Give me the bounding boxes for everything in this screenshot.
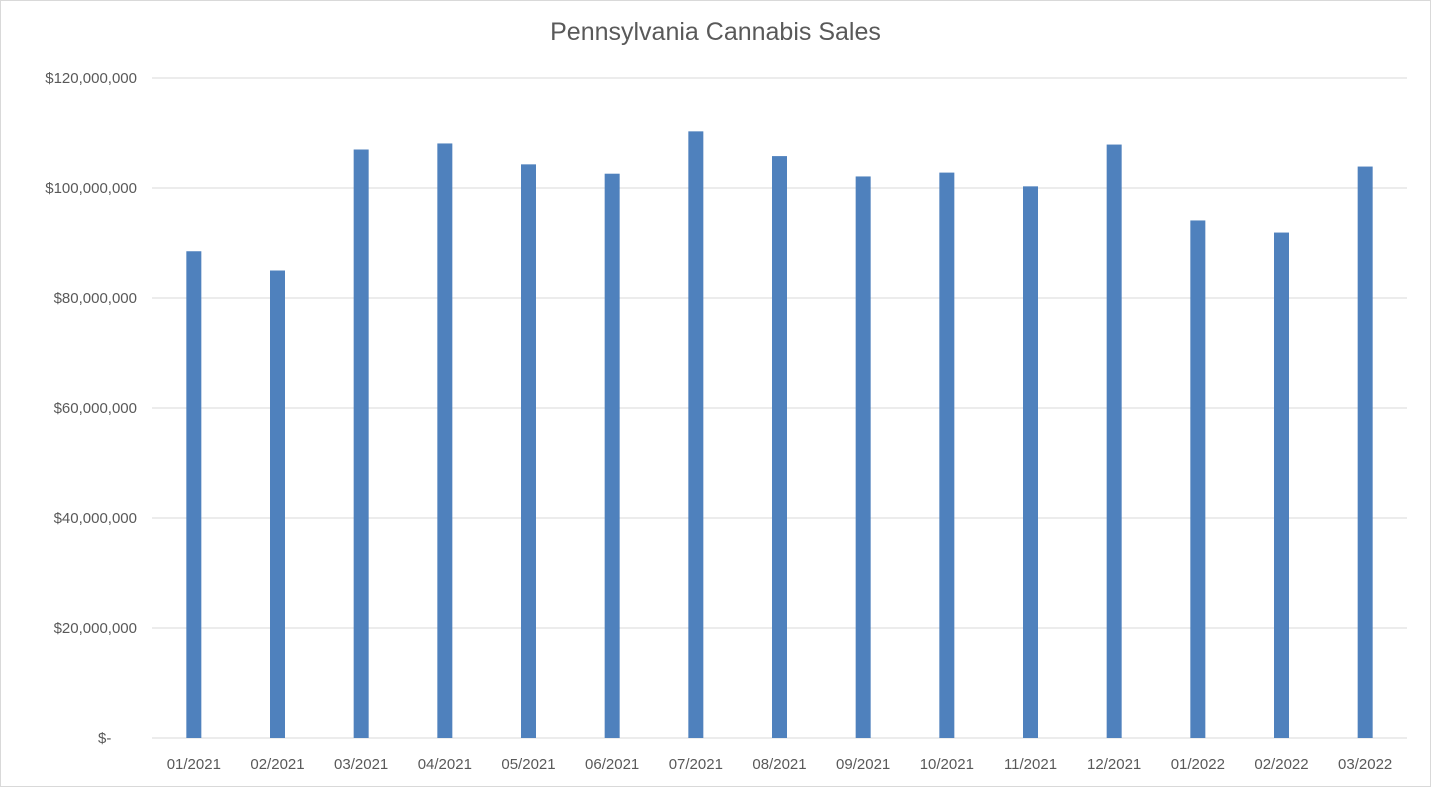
x-tick-label: 04/2021 xyxy=(418,756,472,773)
y-tick-label: $- xyxy=(98,730,111,747)
x-tick-label: 03/2022 xyxy=(1338,756,1392,773)
y-tick-label: $120,000,000 xyxy=(45,70,137,87)
bars xyxy=(186,131,1373,739)
x-tick-label: 02/2021 xyxy=(250,756,304,773)
x-tick-label: 06/2021 xyxy=(585,756,639,773)
bar xyxy=(186,251,202,738)
x-tick-label: 10/2021 xyxy=(920,756,974,773)
bar xyxy=(1274,232,1289,739)
y-tick-label: $80,000,000 xyxy=(54,290,137,307)
x-tick-label: 09/2021 xyxy=(836,756,890,773)
x-tick-label: 03/2021 xyxy=(334,756,388,773)
bar xyxy=(1190,220,1206,738)
y-axis-tick-labels: $- $20,000,000 $40,000,000 $60,000,000 $80,0… xyxy=(45,70,137,747)
bar xyxy=(772,156,787,739)
bar xyxy=(604,173,620,738)
x-tick-label: 01/2022 xyxy=(1171,756,1225,773)
x-tick-label: 11/2021 xyxy=(1004,756,1057,773)
bar xyxy=(437,143,453,738)
x-tick-label: 01/2021 xyxy=(167,756,221,773)
bar xyxy=(521,164,536,739)
x-axis-tick-labels: 01/2021 02/2021 03/2021 04/2021 05/2021 06/20… xyxy=(167,756,1393,773)
x-tick-label: 12/2021 xyxy=(1087,756,1141,773)
bar xyxy=(1023,186,1038,739)
x-tick-label: 02/2022 xyxy=(1254,756,1308,773)
x-tick-label: 07/2021 xyxy=(669,756,723,773)
x-tick-label: 05/2021 xyxy=(501,756,555,773)
x-tick-label: 08/2021 xyxy=(752,756,806,773)
bar xyxy=(939,172,955,739)
y-tick-label: $40,000,000 xyxy=(54,510,137,527)
bar xyxy=(353,149,369,738)
bar xyxy=(270,270,285,738)
bar xyxy=(1106,144,1122,739)
y-tick-label: $60,000,000 xyxy=(54,400,137,417)
y-tick-label: $100,000,000 xyxy=(45,180,137,197)
y-tick-label: $20,000,000 xyxy=(54,620,137,637)
bar xyxy=(688,131,704,739)
bar xyxy=(1357,166,1373,739)
chart-title: Pennsylvania Cannabis Sales xyxy=(550,18,881,46)
bar xyxy=(855,176,871,738)
